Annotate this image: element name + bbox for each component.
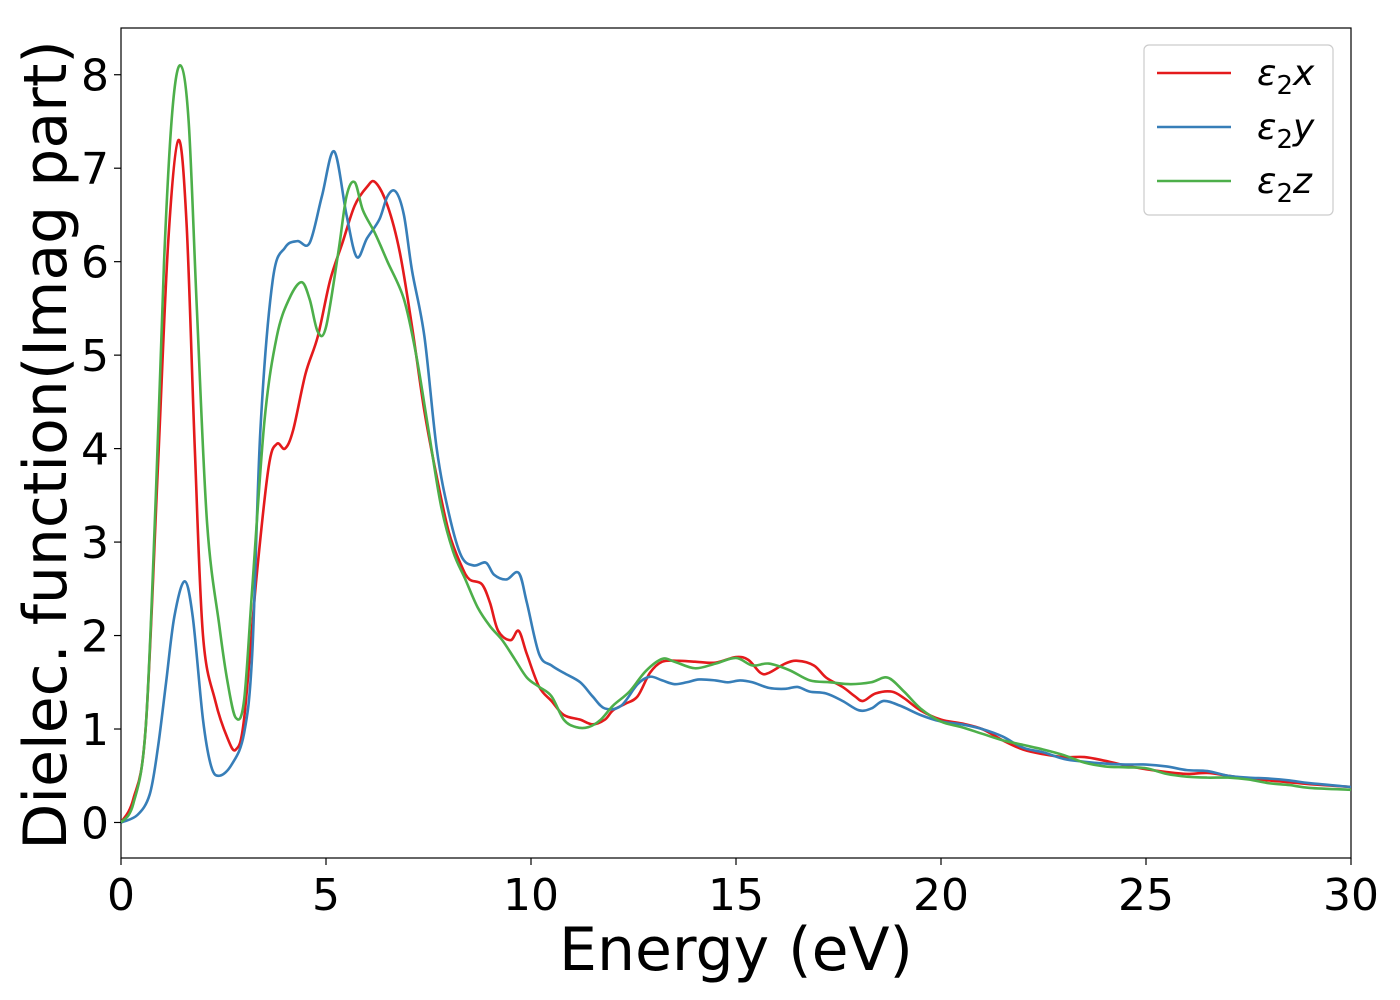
y-tick-label: 2 [81, 612, 109, 663]
legend-label: ε2y [1257, 107, 1315, 155]
y-tick-label: 7 [81, 144, 109, 195]
legend-box [1143, 44, 1334, 216]
y-tick-label: 3 [81, 518, 109, 569]
y-tick-label: 8 [81, 51, 109, 102]
legend: ε2x ε2y ε2z [1143, 44, 1334, 216]
x-tick-label: 20 [913, 870, 969, 921]
x-tick-label: 0 [107, 870, 135, 921]
y-tick-label: 1 [81, 705, 109, 756]
x-axis: 0 5 10 15 20 25 30 [107, 858, 1379, 921]
y-tick-label: 0 [81, 798, 109, 849]
series-layer [121, 64, 1351, 824]
x-axis-title: Energy (eV) [559, 915, 913, 985]
legend-label: ε2z [1257, 161, 1313, 209]
y-tick-label: 4 [81, 425, 109, 476]
x-tick-label: 15 [708, 870, 764, 921]
y-tick-label: 6 [81, 238, 109, 289]
x-tick-label: 10 [503, 870, 559, 921]
series-line-x [121, 138, 1351, 824]
x-tick-label: 25 [1118, 870, 1174, 921]
series-line-z [121, 64, 1351, 824]
x-tick-label: 5 [312, 870, 340, 921]
y-axis-title: Dielec. function(Imag part) [11, 40, 81, 850]
legend-items: ε2x ε2y ε2z [1157, 53, 1315, 209]
y-tick-label: 5 [81, 331, 109, 382]
x-tick-label: 30 [1323, 870, 1379, 921]
legend-label: ε2x [1257, 53, 1315, 101]
y-axis: 0 1 2 3 4 5 6 7 8 [81, 51, 121, 849]
